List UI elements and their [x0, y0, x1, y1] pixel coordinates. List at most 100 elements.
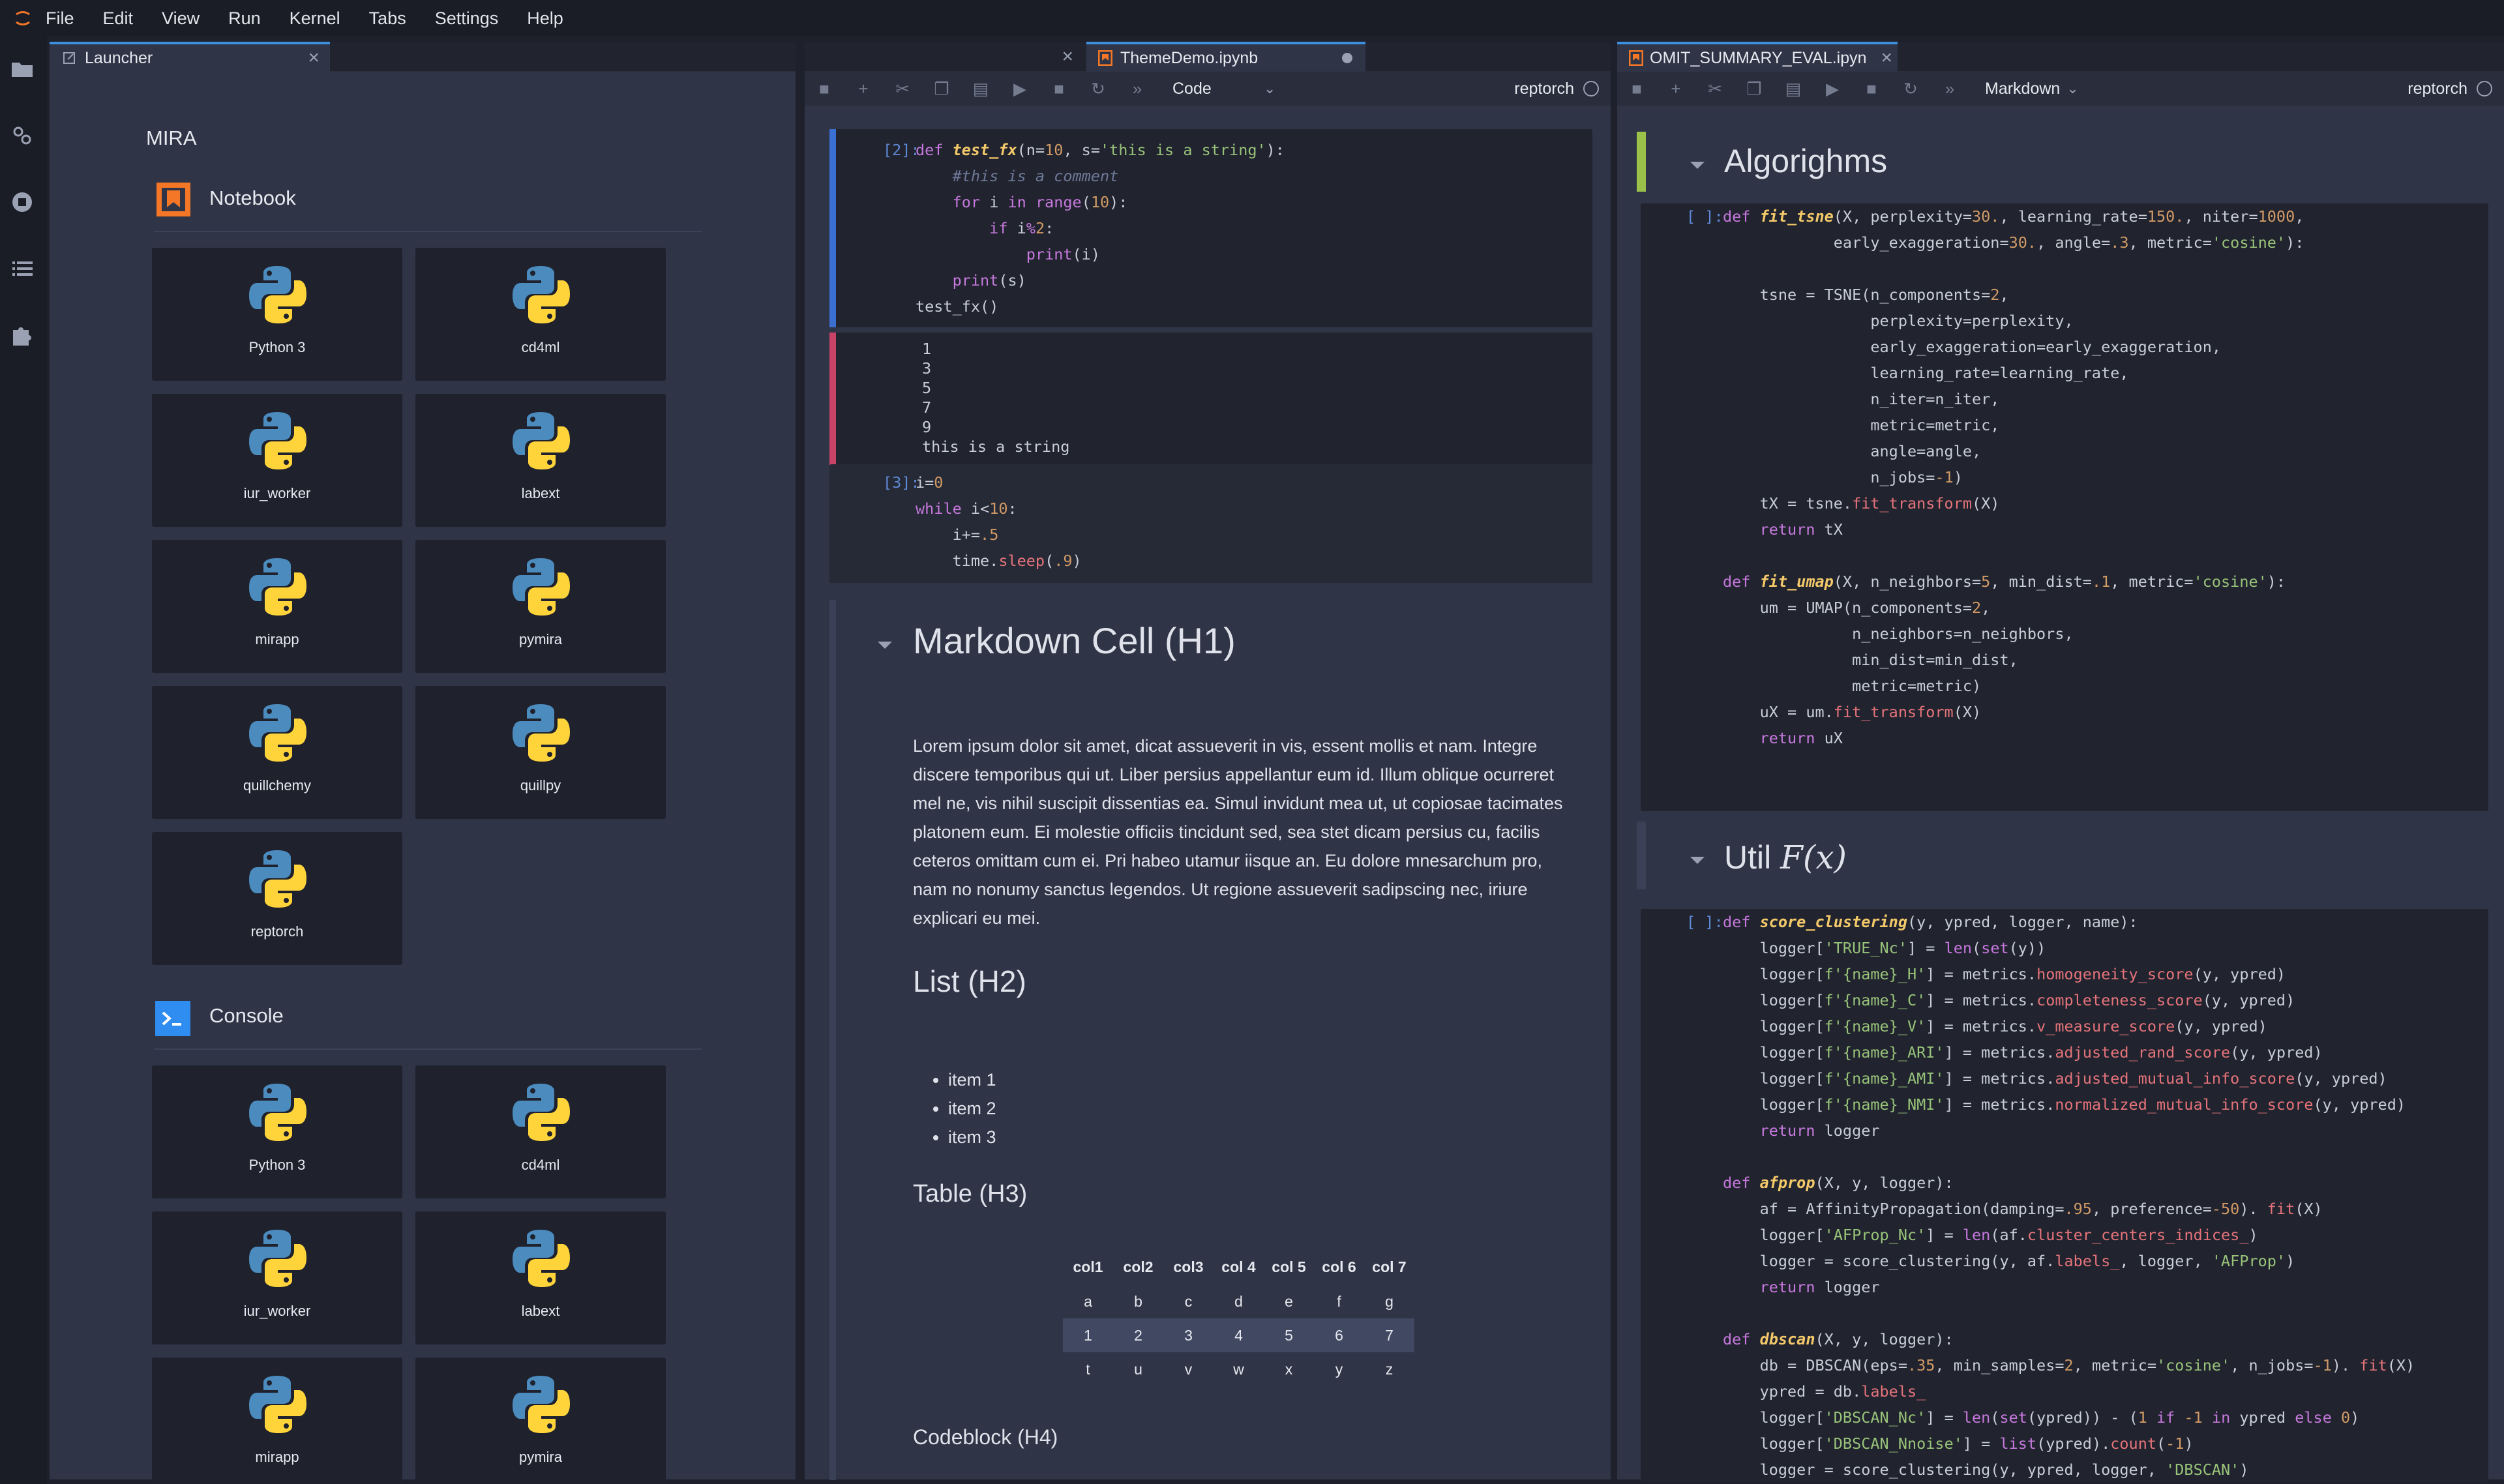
menu-file[interactable]: File [46, 8, 74, 28]
table-cell: 1 [1063, 1318, 1113, 1352]
toc-icon[interactable] [9, 256, 35, 282]
code-line: early_exaggeration=early_exaggeration, [1723, 338, 2222, 356]
launcher-card-label: quillpy [520, 777, 561, 794]
launcher-card-notebook[interactable]: quillchemy [152, 686, 402, 819]
paste-icon[interactable]: ▤ [972, 78, 989, 98]
list-item: item 3 [948, 1123, 996, 1151]
code-line: for i in range(10): [916, 193, 1128, 211]
launcher-card-notebook[interactable]: iur_worker [152, 394, 402, 527]
launcher-card-notebook[interactable]: reptorch [152, 832, 402, 965]
kernel-name[interactable]: reptorch [1514, 79, 1574, 98]
menu-tabs[interactable]: Tabs [368, 8, 406, 28]
launcher-card-notebook[interactable]: pymira [415, 540, 666, 673]
markdown-cell-bar [1637, 132, 1646, 192]
launcher-card-label: cd4ml [521, 1157, 560, 1173]
stop-icon[interactable]: ■ [1054, 78, 1064, 98]
launcher-card-notebook[interactable]: labext [415, 394, 666, 527]
collapse-chevron-icon[interactable] [1690, 857, 1705, 864]
add-cell-icon[interactable]: + [858, 78, 869, 98]
menu-edit[interactable]: Edit [102, 8, 134, 28]
launcher-card-console[interactable]: iur_worker [152, 1211, 402, 1344]
cell-source[interactable]: i=0 while i<10: i+=.5 time.sleep(.9) [916, 469, 1082, 574]
code-line [1723, 1144, 2415, 1170]
menu-run[interactable]: Run [228, 8, 261, 28]
chevron-down-icon[interactable]: ⌄ [2066, 80, 2079, 96]
cell-source[interactable]: def score_clustering(y, ypred, logger, n… [1723, 909, 2415, 1484]
launcher-card-console[interactable]: cd4ml [415, 1065, 666, 1198]
tab-themedemo[interactable]: ThemeDemo.ipynb [1086, 42, 1365, 72]
launcher-card-notebook[interactable]: cd4ml [415, 248, 666, 381]
cut-icon[interactable]: ✂ [895, 78, 910, 98]
code-line: n_iter=n_iter, [1723, 390, 2000, 408]
launcher-card-notebook[interactable]: quillpy [415, 686, 666, 819]
code-line: logger = score_clustering(y, ypred, logg… [1723, 1461, 2249, 1479]
chevron-down-icon[interactable]: ⌄ [1264, 80, 1276, 96]
extension-icon[interactable] [9, 322, 35, 348]
fast-forward-icon[interactable]: » [1945, 78, 1955, 98]
stop-circle-icon[interactable] [9, 189, 35, 215]
menu-settings[interactable]: Settings [434, 8, 499, 28]
restart-icon[interactable]: ↻ [1091, 78, 1105, 98]
menu-view[interactable]: View [162, 8, 200, 28]
code-line: logger[f'{name}_AMI'] = metrics.adjusted… [1723, 1069, 2387, 1088]
run-icon[interactable]: ▶ [1826, 78, 1839, 98]
add-cell-icon[interactable]: + [1671, 78, 1681, 98]
close-icon[interactable]: × [1881, 47, 1892, 68]
table-cell: a [1084, 1292, 1092, 1310]
running-icon[interactable] [9, 123, 35, 149]
tab-launcher[interactable]: Launcher × [50, 42, 330, 72]
code-line: angle=angle, [1723, 442, 1982, 460]
kernel-name[interactable]: reptorch [2407, 79, 2467, 98]
save-icon[interactable]: ■ [1632, 78, 1642, 98]
collapse-chevron-icon[interactable] [1690, 162, 1705, 169]
launcher-card-console[interactable]: Python 3 [152, 1065, 402, 1198]
collapse-chevron-icon[interactable] [878, 642, 892, 649]
cell-type-select[interactable]: Markdown [1985, 79, 2061, 98]
cell-type-select[interactable]: Code [1172, 79, 1212, 98]
code-cell[interactable]: [ ]: def fit_tsne(X, perplexity=30., lea… [1641, 203, 2488, 811]
code-line: n_neighbors=n_neighbors, [1723, 625, 2074, 643]
kernel-status-icon [1583, 81, 1599, 96]
launcher-card-label: labext [521, 485, 560, 501]
tab-omit-summary-label: OMIT_SUMMARY_EVAL.ipyn [1650, 48, 1867, 67]
code-line: #this is a comment [916, 167, 1119, 185]
launcher-card-notebook[interactable]: mirapp [152, 540, 402, 673]
code-cell[interactable]: [ ]: def score_clustering(y, ypred, logg… [1641, 909, 2488, 1483]
stop-icon[interactable]: ■ [1866, 78, 1877, 98]
code-line: return uX [1723, 729, 1843, 747]
menu-kernel[interactable]: Kernel [289, 8, 340, 28]
launcher-card-console[interactable]: mirapp [152, 1358, 402, 1484]
fast-forward-icon[interactable]: » [1132, 78, 1142, 98]
code-line [1723, 256, 2304, 282]
save-icon[interactable]: ■ [819, 78, 829, 98]
copy-icon[interactable]: ❐ [934, 78, 949, 98]
cell-source[interactable]: def test_fx(n=10, s='this is a string'):… [916, 137, 1285, 319]
code-cell[interactable]: [2]: def test_fx(n=10, s='this is a stri… [829, 129, 1592, 327]
launcher-card-console[interactable]: pymira [415, 1358, 666, 1484]
paste-icon[interactable]: ▤ [1785, 78, 1802, 98]
tab-previous[interactable]: × [805, 42, 1086, 72]
console-section-icon [155, 1001, 190, 1036]
launcher-card-label: pymira [518, 1449, 562, 1465]
unsaved-dot-icon[interactable] [1342, 53, 1352, 63]
markdown-table: col1 col2 col3 col 4 col 5 col 6 col 7 a b c d e f g 1… [1063, 1249, 1414, 1386]
cell-source[interactable]: def fit_tsne(X, perplexity=30., learning… [1723, 203, 2304, 751]
restart-icon[interactable]: ↻ [1903, 78, 1918, 98]
code-cell[interactable]: [3]: i=0 while i<10: i+=.5 time.sleep(.9) [829, 464, 1592, 583]
table-row: t u v w x y z [1063, 1352, 1414, 1386]
launcher-card-notebook[interactable]: Python 3 [152, 248, 402, 381]
close-icon[interactable]: × [1062, 46, 1073, 67]
menu-help[interactable]: Help [527, 8, 563, 28]
close-icon[interactable]: × [308, 47, 320, 68]
run-icon[interactable]: ▶ [1013, 78, 1026, 98]
copy-icon[interactable]: ❐ [1746, 78, 1762, 98]
cell-prompt: [ ]: [1686, 207, 1723, 226]
launcher-card-console[interactable]: labext [415, 1211, 666, 1344]
code-line: early_exaggeration=30., angle=.3, metric… [1723, 233, 2304, 252]
tab-omit-summary[interactable]: OMIT_SUMMARY_EVAL.ipyn × [1617, 42, 1898, 72]
python-icon [513, 704, 570, 762]
folder-icon[interactable] [9, 56, 35, 82]
code-line: return tX [1723, 520, 1843, 539]
code-line: n_jobs=-1) [1723, 468, 1963, 486]
cut-icon[interactable]: ✂ [1708, 78, 1722, 98]
